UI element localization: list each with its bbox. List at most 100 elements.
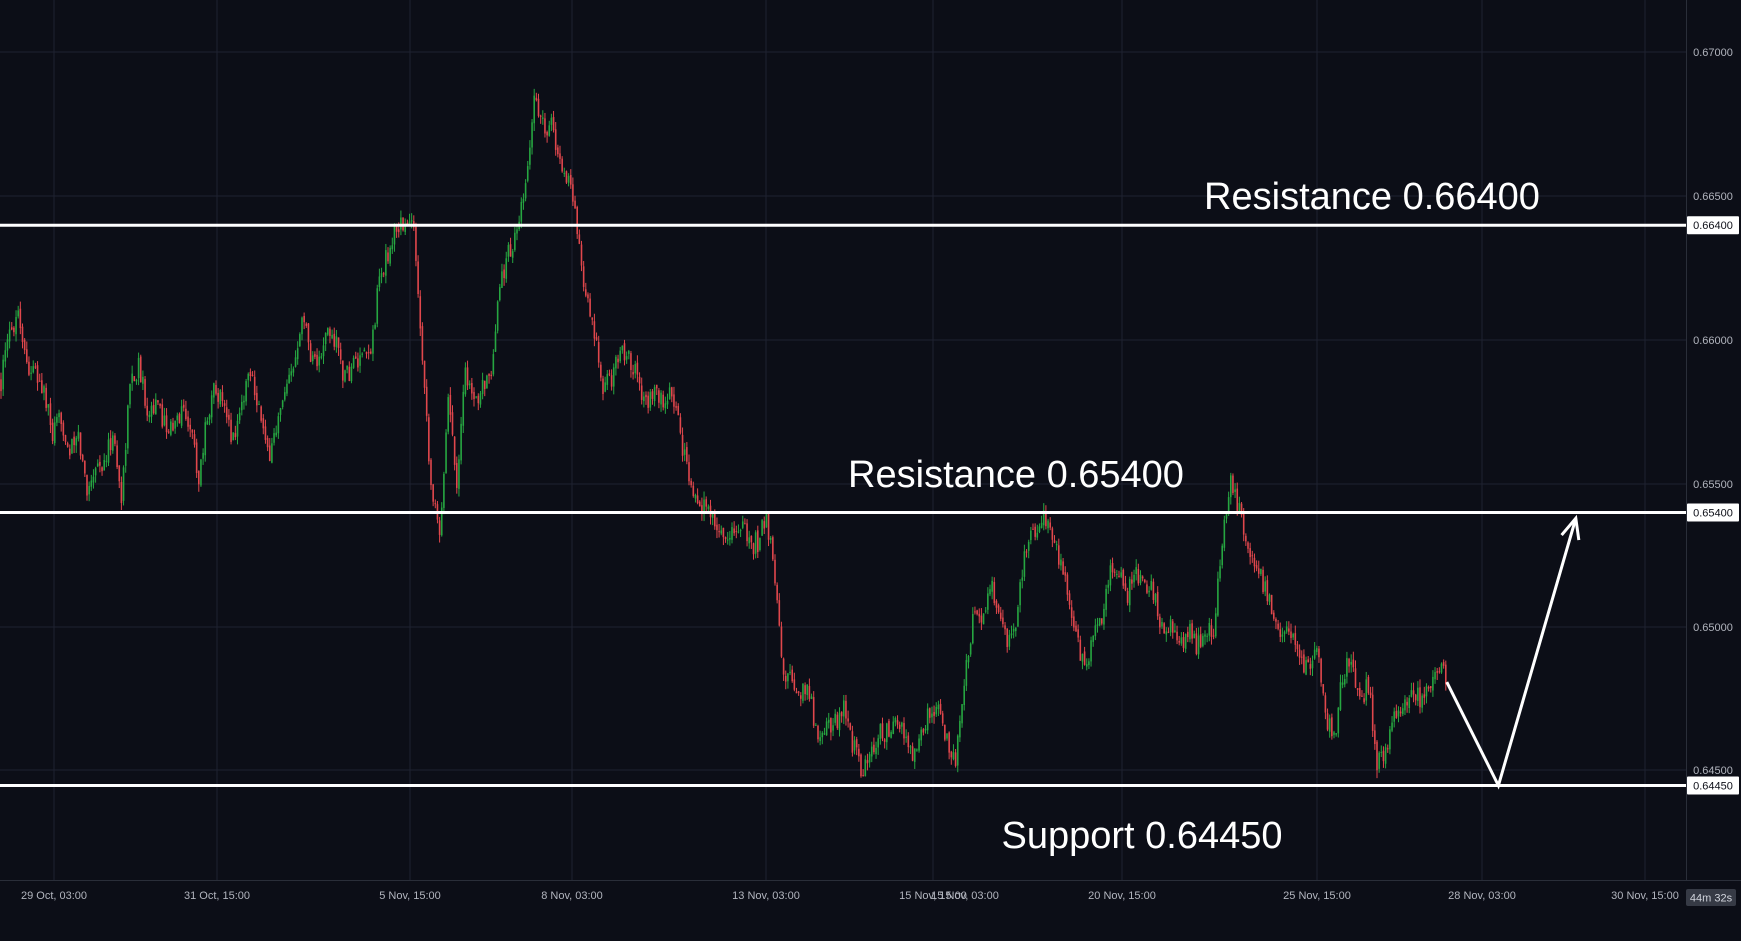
candle [1406, 697, 1408, 713]
candle [75, 435, 78, 453]
candle [894, 716, 897, 727]
candle [529, 140, 531, 170]
candle [995, 599, 998, 614]
candle [1324, 692, 1327, 720]
candle [185, 400, 187, 421]
candle [1085, 658, 1088, 671]
candle [561, 156, 563, 173]
candle [434, 499, 437, 509]
candle [260, 405, 262, 423]
candle [112, 431, 114, 454]
candle [1202, 633, 1204, 648]
candle [449, 387, 452, 423]
candle [634, 360, 637, 379]
candle [1331, 713, 1333, 740]
candle [288, 368, 290, 384]
candle [576, 205, 578, 239]
time-tick-label: 20 Nov, 15:00 [1088, 890, 1156, 902]
price-tick-label: 0.67000 [1693, 47, 1733, 59]
candle [552, 110, 555, 133]
candle [174, 420, 176, 434]
candle [763, 516, 766, 535]
candle [32, 360, 35, 374]
candle [640, 377, 643, 405]
level-lines [0, 223, 1686, 787]
candle [761, 518, 763, 537]
time-tick-label: 5 Nov, 15:00 [379, 890, 441, 902]
candle [1058, 538, 1060, 569]
candle [103, 453, 105, 471]
candle [81, 453, 84, 463]
candle [49, 397, 52, 433]
candle [703, 491, 705, 522]
candle [135, 378, 138, 385]
candle [1171, 618, 1174, 639]
candle [1184, 633, 1187, 653]
candle [316, 348, 318, 371]
candle [1281, 627, 1284, 643]
candle [1017, 604, 1019, 628]
candle [984, 606, 987, 614]
candle [999, 606, 1002, 622]
candle [701, 497, 703, 521]
candle [524, 179, 527, 202]
candle [907, 732, 910, 754]
candle [1322, 683, 1325, 696]
candle [380, 267, 383, 284]
candle [585, 282, 587, 298]
candle [780, 621, 783, 659]
candle [1210, 618, 1213, 645]
candle [483, 380, 486, 397]
candle [120, 476, 123, 510]
candle [1275, 617, 1277, 630]
candle [236, 414, 239, 445]
candle [1156, 586, 1159, 620]
candle [744, 518, 746, 525]
candle [757, 525, 759, 558]
candle [821, 731, 824, 745]
candle [898, 721, 901, 733]
candle [337, 337, 340, 356]
candle [370, 348, 372, 355]
candle [228, 409, 230, 427]
candle [88, 481, 90, 502]
candle [335, 329, 338, 353]
candle [1423, 686, 1426, 705]
candle [290, 363, 293, 382]
candle [883, 738, 886, 749]
candle [853, 736, 856, 755]
time-axis[interactable]: 29 Oct, 03:00 31 Oct, 15:00 5 Nov, 15:00 8 … [21, 890, 1679, 902]
candle [630, 350, 632, 378]
candle [589, 293, 591, 318]
level-annotation: Resistance 0.65400 [848, 454, 1184, 496]
candle [1333, 730, 1335, 739]
candle [0, 372, 2, 399]
candle [182, 399, 185, 412]
candle [51, 418, 54, 445]
candle [597, 335, 600, 368]
candle [124, 443, 127, 473]
candle [253, 370, 256, 401]
countdown-text: 44m 32s [1690, 893, 1733, 905]
candle [628, 349, 630, 360]
candle [494, 324, 497, 353]
candle [662, 390, 664, 411]
candle [855, 736, 858, 756]
candle [1268, 593, 1271, 606]
candle [1118, 570, 1120, 578]
candle [167, 429, 170, 434]
candle [320, 352, 323, 360]
candle [511, 248, 514, 264]
price-tick-label: 0.66500 [1693, 191, 1733, 203]
candle [1348, 657, 1350, 673]
price-axis[interactable]: 0.67000 0.66500 0.66000 0.65500 0.65000 0.645… [1693, 47, 1733, 777]
candle [535, 92, 538, 102]
candle [1277, 620, 1279, 631]
candle [1376, 739, 1378, 779]
candle [385, 243, 387, 284]
candle [520, 197, 523, 229]
candle [1002, 609, 1004, 628]
candle [722, 527, 725, 546]
